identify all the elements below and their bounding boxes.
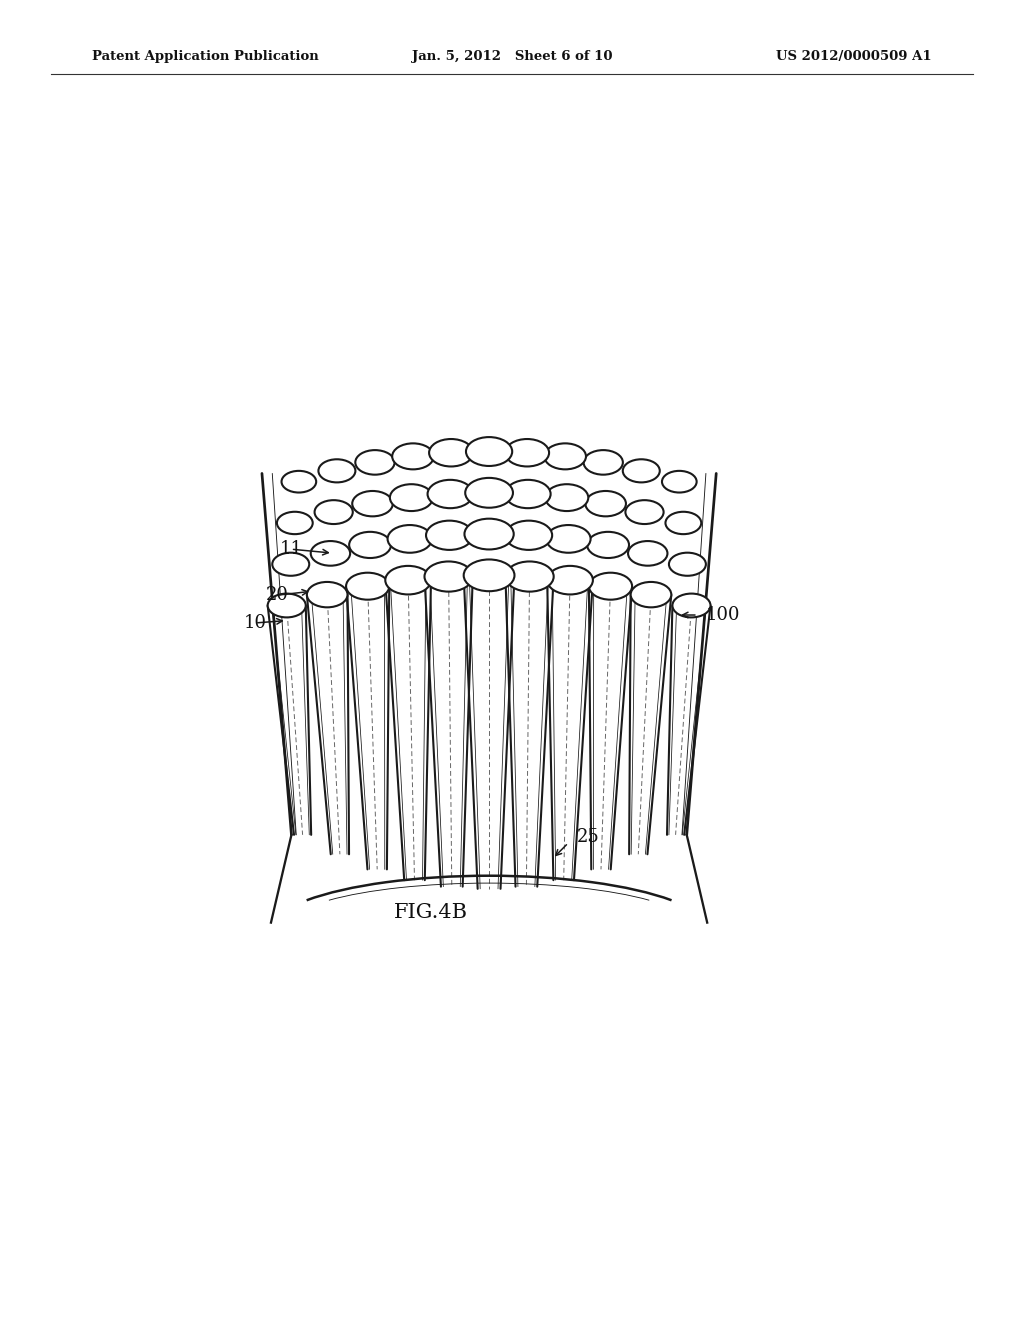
Ellipse shape xyxy=(545,444,586,470)
Ellipse shape xyxy=(346,573,389,599)
Ellipse shape xyxy=(505,480,551,508)
Ellipse shape xyxy=(349,532,391,558)
Ellipse shape xyxy=(587,532,629,558)
Ellipse shape xyxy=(628,541,668,566)
Ellipse shape xyxy=(626,500,664,524)
Ellipse shape xyxy=(388,525,432,553)
Ellipse shape xyxy=(310,541,350,566)
Ellipse shape xyxy=(669,553,706,576)
Ellipse shape xyxy=(584,450,623,475)
Text: 100: 100 xyxy=(706,606,740,624)
Ellipse shape xyxy=(390,484,433,511)
Ellipse shape xyxy=(465,519,514,549)
Ellipse shape xyxy=(426,520,473,550)
Ellipse shape xyxy=(267,594,306,618)
Ellipse shape xyxy=(666,512,701,535)
Ellipse shape xyxy=(506,520,552,550)
Text: 20: 20 xyxy=(266,586,289,605)
Ellipse shape xyxy=(547,566,593,594)
Ellipse shape xyxy=(465,478,513,508)
Text: 25: 25 xyxy=(577,828,599,846)
Ellipse shape xyxy=(428,480,473,508)
Ellipse shape xyxy=(307,582,347,607)
Ellipse shape xyxy=(282,471,316,492)
Ellipse shape xyxy=(506,561,554,591)
Ellipse shape xyxy=(586,491,626,516)
Ellipse shape xyxy=(589,573,632,599)
Ellipse shape xyxy=(425,561,473,591)
Ellipse shape xyxy=(272,553,309,576)
Text: Jan. 5, 2012   Sheet 6 of 10: Jan. 5, 2012 Sheet 6 of 10 xyxy=(412,50,612,63)
Ellipse shape xyxy=(623,459,659,482)
Ellipse shape xyxy=(318,459,355,482)
Ellipse shape xyxy=(385,566,431,594)
Ellipse shape xyxy=(392,444,434,470)
Ellipse shape xyxy=(631,582,672,607)
Ellipse shape xyxy=(276,512,312,535)
Text: 11: 11 xyxy=(280,540,303,558)
Text: Patent Application Publication: Patent Application Publication xyxy=(92,50,318,63)
Ellipse shape xyxy=(673,594,711,618)
Ellipse shape xyxy=(546,484,588,511)
Ellipse shape xyxy=(352,491,393,516)
Ellipse shape xyxy=(314,500,352,524)
Ellipse shape xyxy=(429,440,473,466)
Text: US 2012/0000509 A1: US 2012/0000509 A1 xyxy=(776,50,932,63)
Ellipse shape xyxy=(355,450,394,475)
Text: FIG.4B: FIG.4B xyxy=(394,903,468,923)
Ellipse shape xyxy=(505,440,549,466)
Ellipse shape xyxy=(662,471,696,492)
Ellipse shape xyxy=(464,560,514,591)
Text: 10: 10 xyxy=(244,614,267,632)
Ellipse shape xyxy=(546,525,591,553)
Ellipse shape xyxy=(466,437,512,466)
